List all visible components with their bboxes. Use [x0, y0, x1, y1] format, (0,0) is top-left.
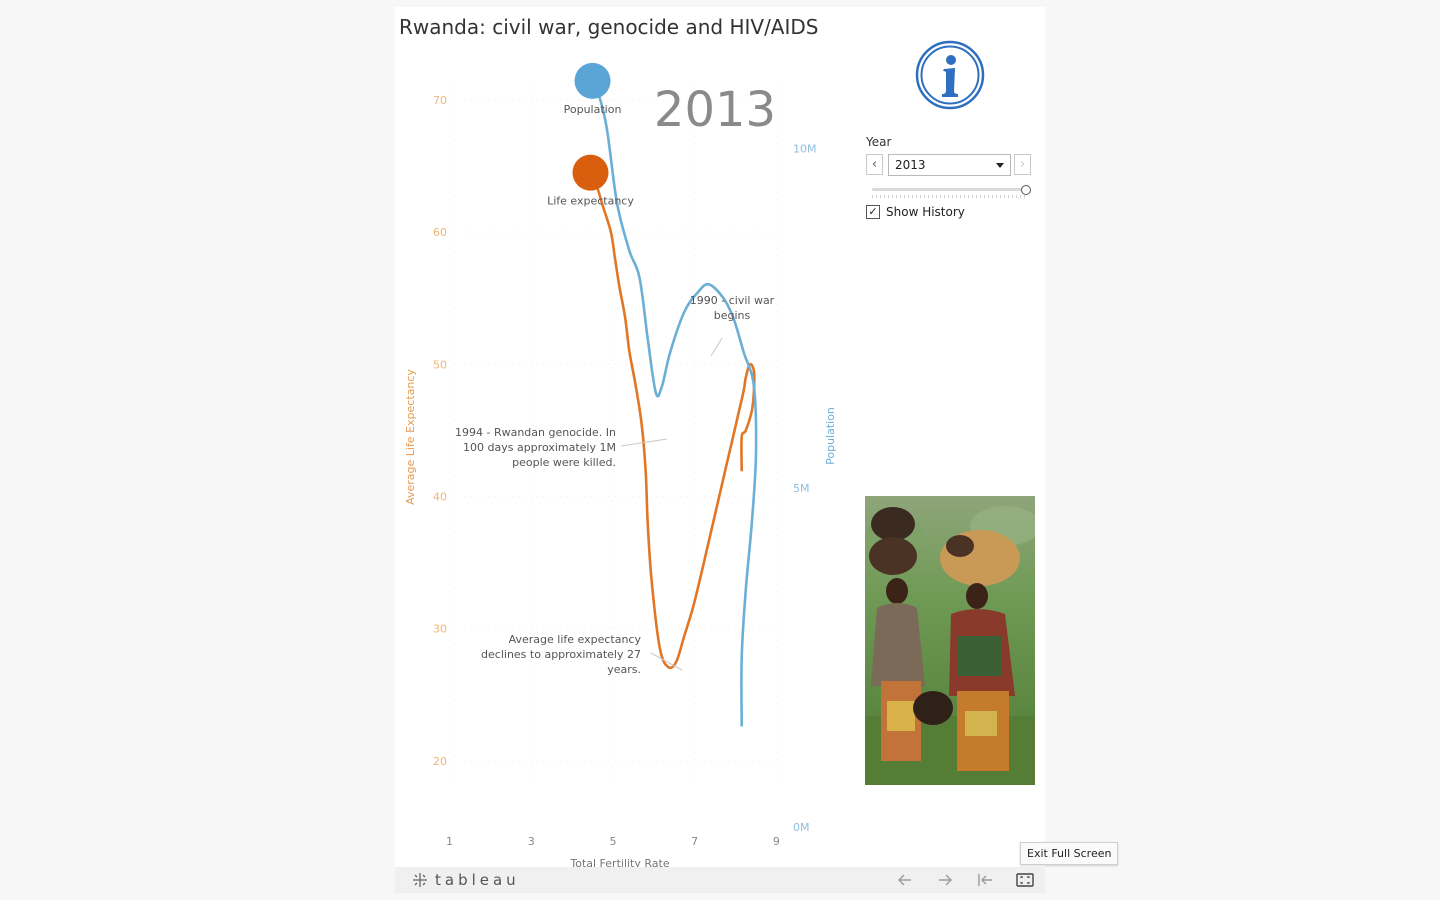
- left-axis-ticks: 20 30 40 50 60 70: [433, 94, 447, 768]
- tableau-toolbar: tableau: [395, 867, 1045, 893]
- left-tick-label: 30: [433, 623, 447, 636]
- previous-year-button[interactable]: ‹: [866, 154, 883, 175]
- right-tick-label: 0M: [793, 821, 810, 834]
- series-lines: [589, 79, 758, 727]
- chevron-left-icon: ‹: [871, 157, 878, 172]
- fullscreen-icon[interactable]: [1015, 871, 1035, 889]
- annotation-text: Average life expectancy: [509, 633, 642, 646]
- year-slider-track[interactable]: [872, 188, 1026, 191]
- left-tick-label: 60: [433, 226, 447, 239]
- annotation-text: declines to approximately 27: [481, 648, 641, 661]
- x-axis-label: Total Fertility Rate: [569, 857, 669, 867]
- series-line-population: [591, 79, 758, 727]
- year-dropdown[interactable]: 2013: [888, 154, 1011, 176]
- annotation-leader-line: [710, 337, 723, 357]
- series-line-life-expectancy: [589, 171, 756, 670]
- annotation-leaders: [620, 337, 723, 671]
- caret-down-icon: [996, 163, 1004, 168]
- tableau-brand-text: tableau: [435, 871, 520, 889]
- year-filter-label: Year: [866, 135, 892, 149]
- annotations: 1990 - civil war begins 1994 - Rwandan gen…: [455, 294, 775, 676]
- tableau-plus-icon: [413, 873, 427, 887]
- tableau-logo[interactable]: tableau: [411, 870, 520, 890]
- annotation-text: 100 days approximately 1M: [463, 441, 616, 454]
- chevron-right-icon: ›: [1019, 157, 1026, 172]
- life-expectancy-marker: [572, 154, 609, 191]
- annotation-text: years.: [607, 663, 641, 676]
- annotation-leader-line: [650, 652, 683, 671]
- left-tick-label: 50: [433, 358, 447, 371]
- marker-label: Life expectancy: [547, 195, 634, 208]
- right-axis-ticks: 0M 5M 10M: [793, 143, 817, 834]
- dashboard: Rwanda: civil war, genocide and HIV/AIDS…: [395, 7, 1045, 867]
- x-tick-label: 5: [609, 835, 616, 848]
- info-icon[interactable]: [915, 40, 985, 110]
- right-axis-label: Population: [824, 407, 837, 465]
- exit-fullscreen-tooltip: Exit Full Screen: [1020, 842, 1119, 865]
- current-year-markers[interactable]: Life expectancy Population: [547, 62, 634, 208]
- photo-women-carrying-pots: [865, 496, 1035, 785]
- gridlines: [449, 87, 777, 787]
- population-marker: [574, 62, 611, 99]
- dashboard-title: Rwanda: civil war, genocide and HIV/AIDS: [399, 15, 819, 39]
- marker-label: Population: [564, 103, 622, 116]
- show-history-label: Show History: [886, 205, 965, 219]
- year-dropdown-value: 2013: [895, 158, 926, 172]
- x-tick-label: 3: [528, 835, 535, 848]
- right-tick-label: 5M: [793, 482, 810, 495]
- x-tick-label: 1: [446, 835, 453, 848]
- year-slider-ticks: [872, 195, 1026, 198]
- annotation-leader-line: [620, 438, 668, 447]
- annotation-text: begins: [714, 309, 751, 322]
- annotation-text: 1994 - Rwandan genocide. In: [455, 426, 616, 439]
- right-tick-label: 10M: [793, 143, 817, 156]
- undo-arrow-icon[interactable]: [895, 871, 915, 889]
- x-axis-ticks: 1 3 5 7 9: [446, 835, 780, 848]
- left-tick-label: 20: [433, 755, 447, 768]
- motion-chart[interactable]: 2013 20 30 40 50 60 70 0M 5M 10M 1 3 5 7 9 Average …: [395, 7, 1045, 867]
- year-slider-thumb[interactable]: [1021, 185, 1031, 195]
- redo-arrow-icon[interactable]: [935, 871, 955, 889]
- show-history-checkbox[interactable]: ✓: [866, 205, 880, 219]
- current-year-label: 2013: [654, 82, 776, 138]
- left-axis-label: Average Life Expectancy: [404, 369, 417, 505]
- x-tick-label: 9: [773, 835, 780, 848]
- next-year-button[interactable]: ›: [1014, 154, 1031, 175]
- x-tick-label: 7: [691, 835, 698, 848]
- annotation-text: 1990 - civil war: [690, 294, 775, 307]
- left-tick-label: 40: [433, 490, 447, 503]
- revert-icon[interactable]: [975, 871, 995, 889]
- left-tick-label: 70: [433, 94, 447, 107]
- annotation-text: people were killed.: [512, 456, 616, 469]
